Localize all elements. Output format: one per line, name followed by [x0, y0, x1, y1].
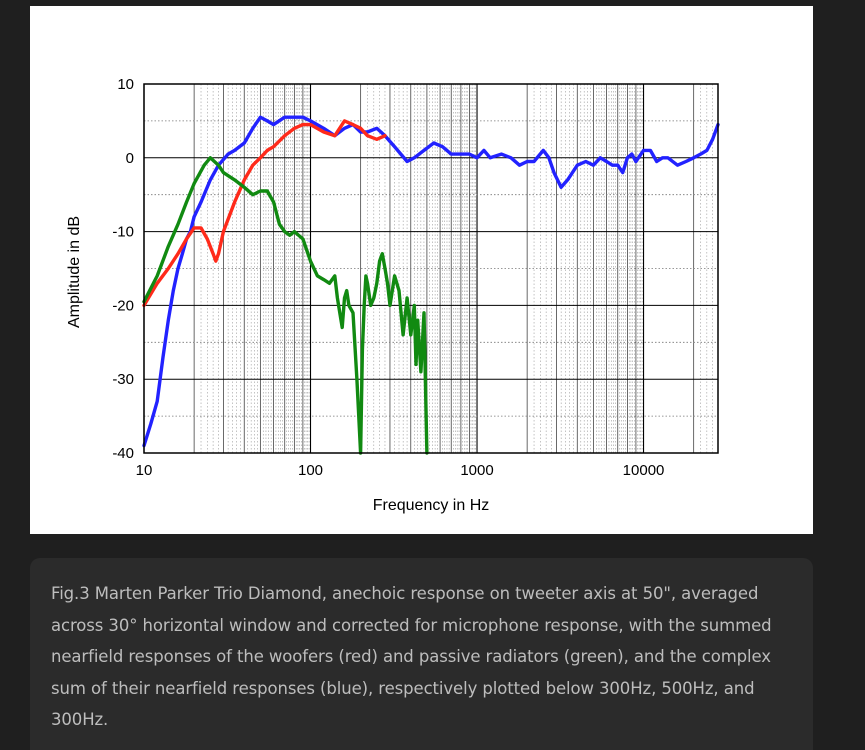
x-tick-label: 1000 [460, 462, 493, 479]
series-line-red [142, 119, 387, 308]
y-tick-label: 0 [126, 150, 134, 167]
y-tick-label: -30 [112, 371, 134, 388]
y-tick-label: 10 [117, 76, 134, 93]
series-line-blue [142, 115, 720, 448]
figure-caption: Fig.3 Marten Parker Trio Diamond, anecho… [51, 584, 772, 729]
grid [143, 83, 719, 454]
caption-card: Fig.3 Marten Parker Trio Diamond, anecho… [30, 558, 813, 750]
y-tick-label: -20 [112, 297, 134, 314]
x-tick-label: 10 [136, 462, 153, 479]
series-line-green [142, 156, 429, 455]
chart-figure: 10 100 1000 10000 10 0 -10 -20 -30 -40 Amplitude … [30, 6, 813, 534]
series-lines [142, 115, 720, 455]
x-axis-title: Frequency in Hz [373, 497, 490, 514]
plot-frame [143, 83, 719, 454]
y-tick-label: -40 [112, 445, 134, 462]
x-tick-label: 10000 [623, 462, 665, 479]
x-tick-label: 100 [298, 462, 323, 479]
y-tick-label: -10 [112, 224, 134, 241]
y-axis-title: Amplitude in dB [66, 216, 83, 328]
